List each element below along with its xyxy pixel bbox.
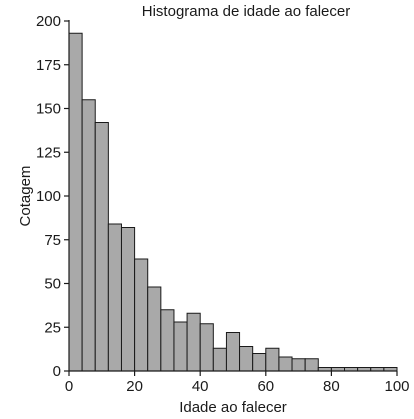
x-tick-label: 100 bbox=[384, 378, 409, 395]
histogram-bar bbox=[94, 122, 109, 372]
x-tick-label: 60 bbox=[257, 378, 274, 395]
chart-title: Histograma de idade ao falecer bbox=[142, 3, 350, 20]
x-tick-label: 40 bbox=[192, 378, 209, 395]
y-tick-label: 175 bbox=[36, 57, 61, 74]
histogram-bar bbox=[199, 323, 214, 372]
y-axis-title: Cotagem bbox=[17, 166, 34, 227]
y-tick-label: 25 bbox=[44, 319, 61, 336]
histogram-bar bbox=[68, 32, 83, 372]
histogram-bar bbox=[225, 332, 241, 372]
y-tick-label: 100 bbox=[36, 188, 61, 205]
histogram-bar bbox=[265, 347, 280, 372]
y-tick-label: 75 bbox=[44, 232, 61, 249]
y-tick-label: 200 bbox=[36, 13, 61, 30]
x-tick-label: 0 bbox=[65, 378, 73, 395]
histogram-bar bbox=[173, 321, 188, 372]
y-tick-label: 0 bbox=[53, 363, 61, 380]
histogram-bar bbox=[134, 258, 149, 372]
histogram-bar bbox=[212, 347, 227, 372]
y-tick-label: 150 bbox=[36, 101, 61, 118]
histogram-bar bbox=[239, 346, 254, 372]
bars-group bbox=[68, 32, 398, 372]
histogram-bar bbox=[120, 227, 136, 372]
histogram-bar bbox=[186, 312, 201, 372]
histogram-bar bbox=[81, 99, 96, 372]
y-tick-label: 125 bbox=[36, 144, 61, 161]
histogram-bar bbox=[291, 358, 306, 372]
x-tick-label: 80 bbox=[323, 378, 340, 395]
histogram-bar bbox=[278, 356, 293, 372]
x-axis-title: Idade ao falecer bbox=[179, 399, 287, 416]
x-tick-label: 20 bbox=[126, 378, 143, 395]
y-tick-label: 50 bbox=[44, 276, 61, 293]
histogram-bar bbox=[107, 223, 122, 372]
histogram-bar bbox=[252, 353, 267, 372]
axes-group: 0 25 50 75 100 125 150 175 200 0 20 40 60 80 100 bbox=[36, 13, 410, 395]
histogram-bar bbox=[304, 358, 319, 372]
histogram-bar bbox=[160, 309, 175, 372]
histogram-bar bbox=[147, 286, 162, 372]
